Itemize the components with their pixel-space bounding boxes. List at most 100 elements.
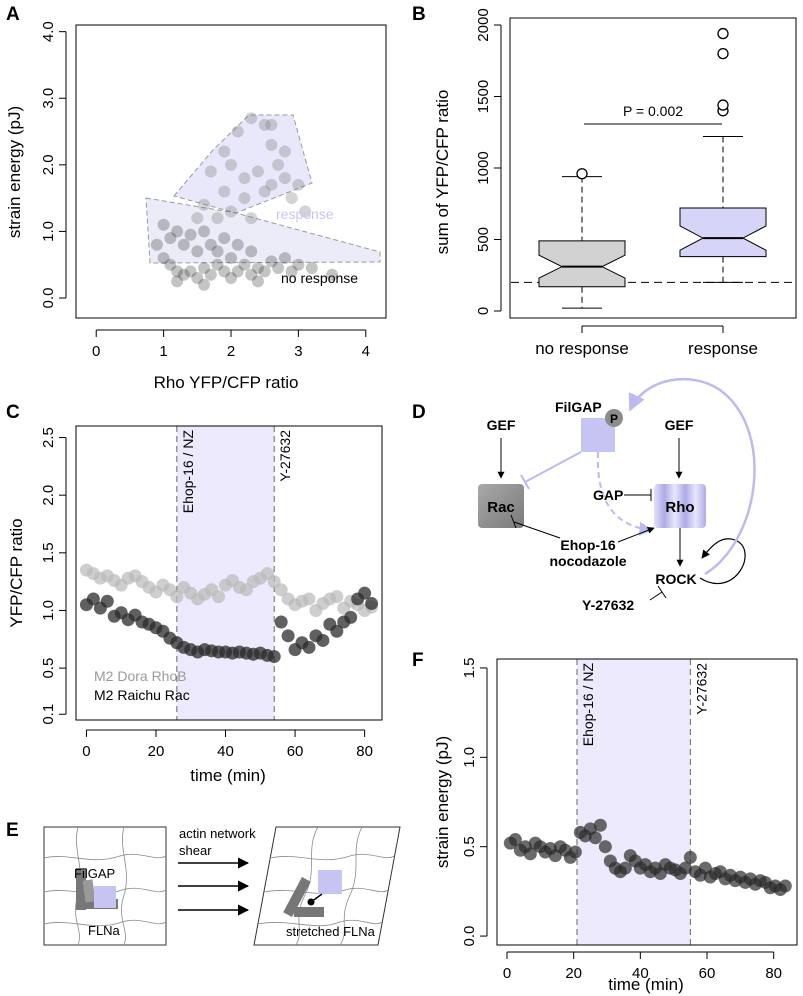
x-axis-label-c: time (min) bbox=[190, 766, 266, 785]
point-no-response bbox=[285, 265, 298, 278]
phosphate-badge bbox=[605, 409, 623, 427]
point-no-response bbox=[265, 255, 278, 268]
flna-arm bbox=[82, 879, 96, 903]
point-raichu-rac bbox=[316, 633, 330, 647]
plot-frame-c bbox=[75, 425, 383, 721]
inhibitor-rho-arrow bbox=[617, 527, 655, 543]
rock-filgap-curve bbox=[628, 377, 756, 576]
y-axis-f: 0.0 0.5 1.0 1.5 bbox=[461, 658, 488, 946]
x-tick-label: 20 bbox=[565, 965, 582, 982]
y-tick-label-a: 1.0 bbox=[40, 221, 57, 242]
point-raichu-rac bbox=[365, 597, 379, 611]
no-response-label: no response bbox=[281, 270, 358, 286]
rock-feedback-loop bbox=[699, 538, 746, 585]
x-tick-label: 40 bbox=[632, 965, 649, 982]
y-tick-label-b: 1500 bbox=[475, 80, 492, 113]
point-raichu-rac bbox=[100, 594, 114, 608]
point-no-response bbox=[191, 272, 204, 285]
inhibitor-rac-line bbox=[513, 521, 561, 539]
y-axis-label-b: sum of YFP/CFP ratio bbox=[433, 90, 452, 255]
rac-node bbox=[478, 484, 524, 528]
y-axis-label-a: strain energy (pJ) bbox=[5, 106, 24, 238]
point-response bbox=[299, 205, 312, 218]
point-response bbox=[204, 165, 217, 178]
flna-vertical bbox=[76, 868, 86, 910]
point-response bbox=[251, 165, 264, 178]
panel-label-f: F bbox=[412, 650, 424, 671]
point-no-response bbox=[171, 275, 184, 288]
flna-label-e: FLNa bbox=[88, 923, 121, 938]
outlier-point bbox=[576, 168, 588, 180]
point-raichu-rac bbox=[344, 610, 358, 624]
point-no-response bbox=[292, 258, 305, 271]
x-axis-a: 0 1 2 3 4 bbox=[92, 329, 370, 360]
p-value-label: P = 0.002 bbox=[623, 103, 683, 119]
x-tick-label: 40 bbox=[217, 743, 234, 760]
x-tick-label-b: no response bbox=[535, 339, 629, 358]
y27632-inhibition-bar bbox=[657, 585, 667, 599]
y-tick-label: 0.5 bbox=[461, 836, 478, 857]
point-strain-energy bbox=[778, 879, 792, 893]
point-no-response bbox=[150, 238, 163, 251]
filgap-rho-dashed-arrow bbox=[596, 451, 654, 536]
panel-a: A response no response 0 1 2 3 4 0.0 1.0 2.0 3.… bbox=[5, 4, 387, 392]
boxplots bbox=[538, 27, 767, 309]
y-tick-label-a: 2.0 bbox=[40, 154, 57, 175]
filgap-square-right bbox=[318, 870, 342, 894]
rho-label: Rho bbox=[665, 499, 694, 516]
point-no-response bbox=[184, 228, 197, 241]
point-dora-rhob bbox=[212, 590, 226, 604]
point-dora-rhob bbox=[302, 592, 316, 606]
point-strain-energy bbox=[598, 840, 612, 854]
shear-label-line2: shear bbox=[179, 843, 212, 858]
rock-label: ROCK bbox=[655, 571, 696, 587]
y-tick-label: 2.0 bbox=[40, 485, 57, 506]
no-response-hull bbox=[145, 197, 381, 264]
panel-label-d: D bbox=[412, 402, 426, 423]
point-response bbox=[278, 172, 291, 185]
point-no-response bbox=[225, 272, 237, 285]
point-no-response bbox=[211, 258, 224, 271]
y-tick-label: 2.5 bbox=[40, 427, 57, 448]
point-strain-energy bbox=[678, 861, 692, 875]
x-axis-b: no response response bbox=[535, 325, 758, 358]
gap-label: GAP bbox=[593, 487, 623, 503]
phosphate-label: P bbox=[610, 412, 618, 426]
plot-frame-a bbox=[75, 24, 387, 319]
point-no-response bbox=[305, 262, 318, 275]
release-line bbox=[310, 893, 323, 903]
scatter-points-c bbox=[79, 563, 379, 664]
y-axis-b: 0 500 1000 1500 2000 bbox=[475, 8, 502, 315]
point-no-response bbox=[218, 232, 231, 245]
panel-e: E FilGAP FLNa actin network shear bbox=[6, 820, 401, 946]
point-no-response bbox=[164, 232, 177, 245]
marker-label-end-c: Y-27632 bbox=[277, 430, 293, 482]
y-axis-a: 0.0 1.0 2.0 3.0 4.0 bbox=[40, 21, 67, 308]
point-strain-energy bbox=[508, 833, 522, 847]
x-tick-label-a: 2 bbox=[227, 343, 235, 360]
point-raichu-rac bbox=[281, 629, 295, 643]
x-tick-label-a: 0 bbox=[92, 343, 100, 360]
rho-node bbox=[654, 484, 706, 528]
point-dora-rhob bbox=[170, 590, 184, 604]
point-dora-rhob bbox=[274, 583, 288, 597]
network-lines-right bbox=[257, 826, 395, 946]
x-tick-label: 0 bbox=[82, 743, 90, 760]
filgap-label-e: FilGAP bbox=[74, 866, 115, 881]
y-tick-label: 1.5 bbox=[461, 658, 478, 679]
x-tick-label-b: response bbox=[688, 339, 758, 358]
point-no-response bbox=[231, 238, 244, 251]
gef-right-label: GEF bbox=[665, 417, 694, 433]
point-no-response bbox=[177, 238, 190, 251]
point-no-response bbox=[171, 225, 184, 238]
point-response bbox=[211, 212, 224, 225]
y-tick-label-a: 3.0 bbox=[40, 88, 57, 109]
box-1 bbox=[679, 207, 767, 258]
point-no-response bbox=[177, 268, 190, 281]
point-no-response bbox=[204, 238, 217, 251]
point-response bbox=[238, 192, 251, 205]
point-response bbox=[225, 205, 237, 218]
rac-label: Rac bbox=[487, 499, 515, 516]
point-response bbox=[258, 185, 271, 198]
